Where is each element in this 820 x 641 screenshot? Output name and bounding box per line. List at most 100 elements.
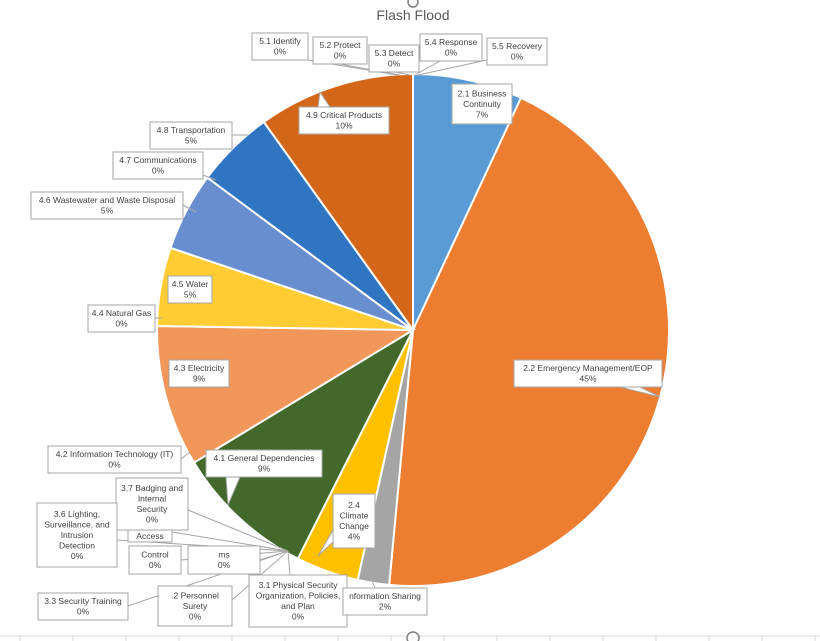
data-label-category: .2 Personnel bbox=[171, 590, 219, 600]
callout-box-s37 bbox=[115, 477, 189, 531]
data-label-category: and Plan bbox=[281, 601, 315, 611]
data-label-value: 0% bbox=[115, 319, 128, 329]
leader-line-s33 bbox=[127, 550, 289, 607]
callout-box-s55 bbox=[486, 37, 548, 66]
data-label-category: 4.9 Critical Products bbox=[306, 110, 382, 120]
data-label-category: 2.2 Emergency Management/EOP bbox=[523, 363, 653, 373]
data-label-value: 0% bbox=[152, 166, 165, 176]
leader-line-s35 bbox=[171, 531, 289, 552]
callout-box-s51 bbox=[251, 32, 309, 61]
callout-box-s31 bbox=[248, 574, 348, 628]
callout-box-s21 bbox=[451, 83, 513, 125]
data-label-category: Detection bbox=[59, 540, 95, 550]
data-label-value: 9% bbox=[258, 464, 271, 474]
leader-line-s23 bbox=[371, 579, 376, 589]
data-label-value: 0% bbox=[445, 48, 458, 58]
data-label-value: 4% bbox=[348, 532, 361, 542]
data-label-category: 5.4 Response bbox=[425, 37, 478, 47]
resize-handle-top[interactable] bbox=[407, 0, 419, 8]
data-label-category: 3.1 Physical Security bbox=[259, 580, 339, 590]
callout-box-s44 bbox=[87, 304, 156, 333]
leader-line-s46 bbox=[182, 204, 197, 213]
data-label-value: 0% bbox=[274, 47, 287, 57]
callout-box-s43 bbox=[168, 359, 230, 388]
data-label-category: 4.1 General Dependencies bbox=[213, 453, 314, 463]
pie-slices bbox=[156, 72, 671, 587]
data-label-value: 0% bbox=[77, 607, 90, 617]
callout-s34: ms0% bbox=[187, 545, 261, 575]
data-label-category: Continuity bbox=[463, 99, 502, 109]
callout-box-s49 bbox=[298, 106, 390, 135]
data-label-value: 5% bbox=[184, 290, 197, 300]
leader-line-s37 bbox=[187, 509, 289, 552]
data-label-category: 2.1 Business bbox=[458, 88, 507, 98]
leader-line-s31 bbox=[287, 550, 291, 576]
data-label-value: 0% bbox=[189, 611, 202, 621]
callout-box-s52 bbox=[312, 36, 368, 65]
resize-handle-bottom[interactable] bbox=[406, 631, 420, 641]
data-label-value: 5% bbox=[185, 136, 198, 146]
callout-box-s53 bbox=[368, 44, 420, 73]
data-label-category: 4.2 Information Technology (IT) bbox=[56, 449, 174, 459]
data-label-category: 5.3 Detect bbox=[375, 48, 414, 58]
callout-s42: 4.2 Information Technology (IT)0% bbox=[47, 445, 182, 474]
data-label-category: 4.8 Transportation bbox=[157, 125, 226, 135]
leader-line-s47 bbox=[202, 174, 217, 181]
data-label-category: Control bbox=[141, 550, 169, 560]
data-label-category: Access bbox=[136, 531, 163, 541]
data-label-category: Climate bbox=[340, 511, 369, 521]
data-label-category: Surveillance, and bbox=[44, 519, 109, 529]
data-label-value: 2% bbox=[379, 602, 392, 612]
data-label-value: 7% bbox=[476, 109, 489, 119]
data-label-value: 0% bbox=[292, 612, 305, 622]
data-label-category: 4.6 Wastewater and Waste Disposal bbox=[39, 195, 175, 205]
data-label-value: 9% bbox=[193, 374, 206, 384]
data-label-category: 4.7 Communications bbox=[119, 155, 196, 165]
data-label-category: 4.5 Water bbox=[172, 279, 209, 289]
data-label-category: 5.2 Protect bbox=[319, 40, 361, 50]
data-label-value: 0% bbox=[511, 52, 524, 62]
data-label-category: Internal bbox=[138, 494, 166, 504]
data-label-value: 0% bbox=[388, 59, 401, 69]
data-label-category: Surety bbox=[183, 601, 208, 611]
callout-box-s42 bbox=[47, 445, 182, 474]
pie-slice-s41 bbox=[192, 327, 416, 560]
data-label-category: 4.3 Electricity bbox=[174, 363, 225, 373]
callout-box-s45 bbox=[167, 275, 213, 304]
data-label-category: 3.6 Lighting, bbox=[54, 509, 100, 519]
callout-box-s46 bbox=[30, 191, 184, 220]
data-label-category: 2.4 bbox=[348, 500, 360, 510]
data-label-value: 0% bbox=[71, 551, 84, 561]
data-label-category: ms bbox=[218, 550, 229, 560]
leader-line-s54 bbox=[414, 60, 441, 76]
callout-s36: 3.6 Lighting,Surveillance, andIntrusionD… bbox=[36, 502, 118, 568]
callout-box-s36 bbox=[36, 502, 118, 568]
data-label-category: nformation Sharing bbox=[349, 591, 421, 601]
callout-box-s24 bbox=[332, 493, 376, 549]
data-label-category: 5.1 Identify bbox=[259, 36, 301, 46]
data-label-category: Organization, Policies, bbox=[256, 591, 341, 601]
data-label-category: Intrusion bbox=[61, 530, 94, 540]
data-label-value: 0% bbox=[218, 560, 231, 570]
data-label-value: 5% bbox=[101, 206, 114, 216]
pie-slice-s22 bbox=[388, 96, 671, 587]
callout-box-s54 bbox=[419, 33, 483, 62]
callout-box-s34 bbox=[187, 545, 261, 575]
data-label-value: 45% bbox=[579, 374, 596, 384]
